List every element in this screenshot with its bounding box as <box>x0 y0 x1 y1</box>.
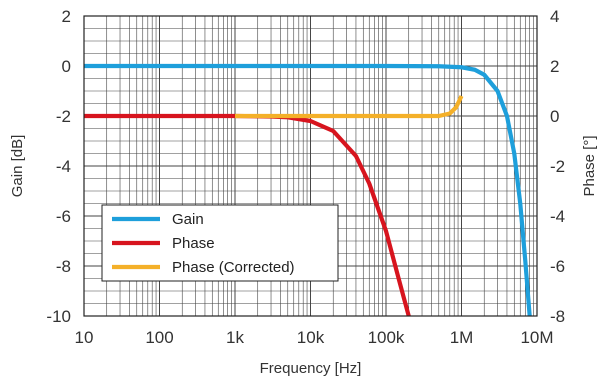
x-tick-label: 10k <box>297 328 325 347</box>
y-right-tick-label: 2 <box>550 57 559 76</box>
x-axis-label: Frequency [Hz] <box>260 360 362 377</box>
y-left-tick-label: 2 <box>62 7 71 26</box>
series-line-phase-corrected <box>235 95 464 119</box>
series-line-gain <box>84 63 532 317</box>
y-axis-left-label: Gain [dB] <box>9 135 26 198</box>
legend-label: Gain <box>172 211 204 228</box>
x-tick-label: 10M <box>520 328 553 347</box>
series-layer <box>84 63 532 317</box>
y-left-tick-label: -10 <box>46 307 71 326</box>
legend-label: Phase <box>172 235 215 252</box>
y-left-tick-label: -2 <box>56 107 71 126</box>
y-left-tick-label: -8 <box>56 257 71 276</box>
y-axis-right-label: Phase [°] <box>581 135 598 196</box>
x-tick-label: 10 <box>75 328 94 347</box>
legend: Gain Phase Phase (Corrected) <box>101 204 339 282</box>
series-line-phase <box>84 113 411 317</box>
y-right-tick-label: 4 <box>550 7 559 26</box>
x-tick-label: 1M <box>450 328 474 347</box>
y-right-tick-label: -8 <box>550 307 565 326</box>
y-left-tick-label: -6 <box>56 207 71 226</box>
legend-label: Phase (Corrected) <box>172 259 295 276</box>
y-right-tick-label: -4 <box>550 207 565 226</box>
y-right-tick-label: -6 <box>550 257 565 276</box>
x-tick-label: 100k <box>368 328 405 347</box>
plot-frame <box>83 15 538 317</box>
y-right-tick-label: -2 <box>550 157 565 176</box>
y-left-tick-label: -4 <box>56 157 71 176</box>
x-tick-label: 100 <box>145 328 173 347</box>
x-tick-label: 1k <box>226 328 244 347</box>
tick-labels: 10 100 1k 10k 100k 1M 10M 2 0 -2 -4 -6 -8 -10 4 2 0 -2 -4 -… <box>46 7 565 347</box>
y-left-tick-label: 0 <box>62 57 71 76</box>
y-right-tick-label: 0 <box>550 107 559 126</box>
